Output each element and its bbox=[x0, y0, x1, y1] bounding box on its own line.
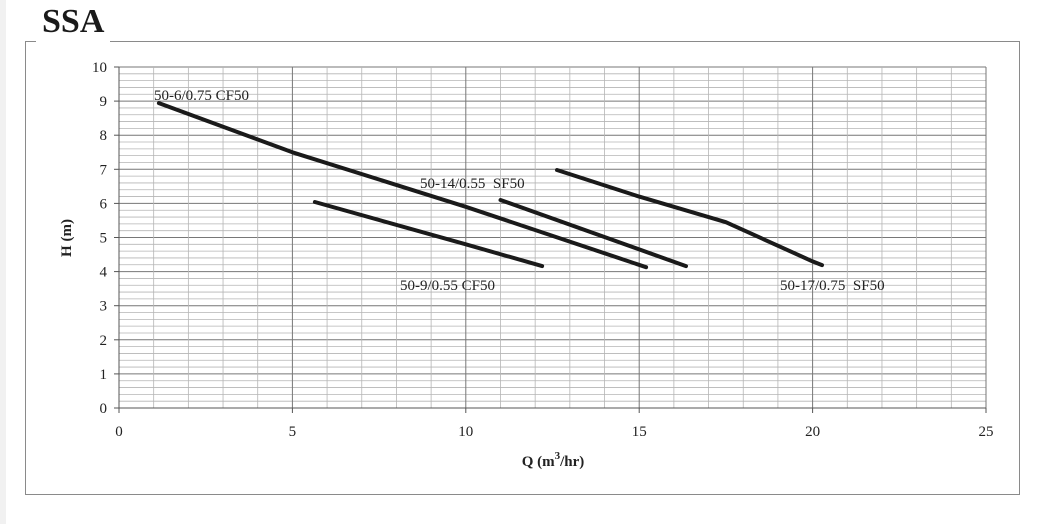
series-lines bbox=[156, 101, 824, 270]
series-line bbox=[156, 101, 649, 270]
x-tick-label: 15 bbox=[632, 424, 647, 440]
x-tick-label: 20 bbox=[805, 424, 820, 440]
y-tick-label: 10 bbox=[92, 60, 107, 76]
y-tick-label: 7 bbox=[100, 162, 108, 178]
chart-frame bbox=[25, 41, 1020, 495]
series-line bbox=[555, 168, 824, 268]
y-tick-label: 5 bbox=[100, 231, 108, 247]
y-tick-label: 9 bbox=[100, 94, 108, 110]
x-tick-label: 10 bbox=[458, 424, 473, 440]
series-labels: 50-6/0.75 CF50 50-9/0.55 CF50 50-14/0.55 S… bbox=[154, 88, 885, 294]
x-tick-label: 25 bbox=[979, 424, 994, 440]
series-label: 50-6/0.75 CF50 bbox=[154, 88, 249, 104]
x-axis-label: Q (m3/hr) bbox=[522, 450, 585, 470]
y-tick-label: 0 bbox=[100, 401, 108, 417]
x-tick-label: 0 bbox=[115, 424, 123, 440]
y-tick-label: 3 bbox=[100, 299, 108, 315]
y-tick-label: 4 bbox=[100, 265, 108, 281]
series-label: 50-9/0.55 CF50 bbox=[400, 278, 495, 294]
series-label: 50-14/0.55 SF50 bbox=[420, 176, 525, 192]
y-tick-label: 8 bbox=[100, 128, 108, 144]
chart-title: SSA bbox=[36, 2, 111, 42]
series-line bbox=[312, 200, 545, 269]
y-axis-label: H (m) bbox=[59, 219, 75, 257]
series-label: 50-17/0.75 SF50 bbox=[780, 278, 885, 294]
left-edge-strip bbox=[0, 0, 6, 524]
y-tick-label: 1 bbox=[100, 367, 108, 383]
series-line bbox=[498, 198, 688, 269]
y-tick-label: 2 bbox=[100, 333, 108, 349]
axes: 0 1 2 3 4 5 6 7 8 9 10 0 5 10 15 20 25 bbox=[92, 60, 994, 440]
y-tick-label: 6 bbox=[100, 196, 108, 212]
x-tick-label: 5 bbox=[289, 424, 297, 440]
